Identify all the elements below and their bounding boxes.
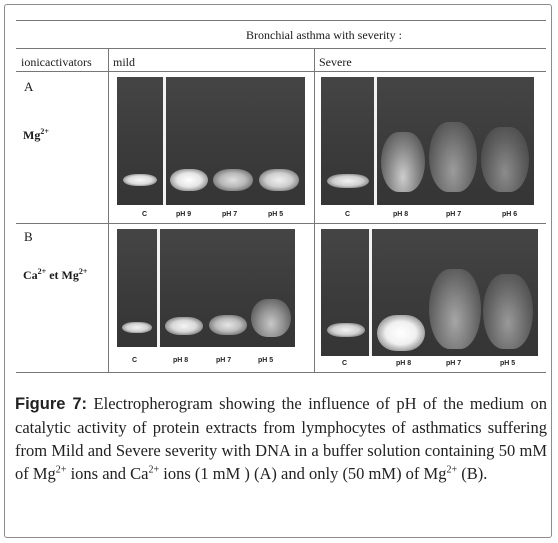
gel-band xyxy=(381,132,425,192)
lane-label-a-severe-2: pH 8 xyxy=(393,211,409,218)
gel-band xyxy=(429,269,481,349)
gel-band xyxy=(123,174,157,186)
lane-label-a-mild-1: C xyxy=(142,211,148,218)
figure-label: Figure 7: xyxy=(15,395,88,413)
gel-band xyxy=(481,127,529,192)
gel-band xyxy=(251,299,291,337)
row-b-ion-label: Ca2+ et Mg2+ xyxy=(23,267,88,282)
lane-label-a-severe-3: pH 7 xyxy=(446,211,462,218)
severity-column-divider xyxy=(314,48,315,372)
header-divider xyxy=(16,48,546,49)
lane-label-a-mild-4: pH 5 xyxy=(268,211,284,218)
gel-a-mild xyxy=(117,77,305,205)
gel-band xyxy=(170,169,208,191)
figure-caption: Figure 7: Electropherogram showing the i… xyxy=(15,394,547,483)
lane-label-a-mild-2: pH 9 xyxy=(176,211,192,218)
mild-header: mild xyxy=(113,55,136,69)
lane-label-b-mild-2: pH 8 xyxy=(173,357,189,364)
gel-band xyxy=(209,315,247,335)
lane-label-b-severe-3: pH 7 xyxy=(446,360,462,367)
gel-band xyxy=(429,122,477,192)
lane-label-a-severe-4: pH 6 xyxy=(502,211,518,218)
severity-header: Bronchial asthma with severity : xyxy=(246,28,402,42)
gel-band xyxy=(259,169,299,191)
lane-label-b-severe-2: pH 8 xyxy=(396,360,412,367)
gel-band xyxy=(483,274,533,349)
table-top-border xyxy=(16,20,546,21)
severe-header: Severe xyxy=(319,55,352,69)
gel-a-severe xyxy=(321,77,534,205)
lane-label-b-mild-3: pH 7 xyxy=(216,357,232,364)
gel-band xyxy=(122,322,152,333)
gel-lane-separator xyxy=(163,77,166,205)
gel-lane-separator xyxy=(157,229,160,347)
row-divider xyxy=(16,223,546,224)
lane-label-a-severe-1: C xyxy=(345,211,351,218)
lane-label-b-severe-4: pH 5 xyxy=(500,360,516,367)
gel-band xyxy=(327,323,365,337)
column-header-divider xyxy=(16,71,546,72)
gel-b-mild xyxy=(117,229,295,347)
ionic-column-divider xyxy=(108,48,109,372)
table-bottom-border xyxy=(16,372,546,373)
gel-lane-separator xyxy=(374,77,377,205)
row-a-letter: A xyxy=(24,79,34,94)
row-b-letter: B xyxy=(24,229,33,244)
lane-label-b-mild-1: C xyxy=(132,357,138,364)
ionic-activators-header: ionicactivators xyxy=(21,55,92,69)
gel-b-severe xyxy=(321,229,538,356)
lane-label-b-severe-1: C xyxy=(342,360,348,367)
gel-band xyxy=(377,315,425,351)
row-a-ion-label: Mg2+ xyxy=(23,127,49,142)
gel-band xyxy=(213,169,253,191)
lane-label-a-mild-3: pH 7 xyxy=(222,211,238,218)
gel-lane-separator xyxy=(369,229,372,356)
gel-band xyxy=(165,317,203,335)
lane-label-b-mild-4: pH 5 xyxy=(258,357,274,364)
figure-frame xyxy=(4,4,552,538)
gel-band xyxy=(327,174,369,188)
